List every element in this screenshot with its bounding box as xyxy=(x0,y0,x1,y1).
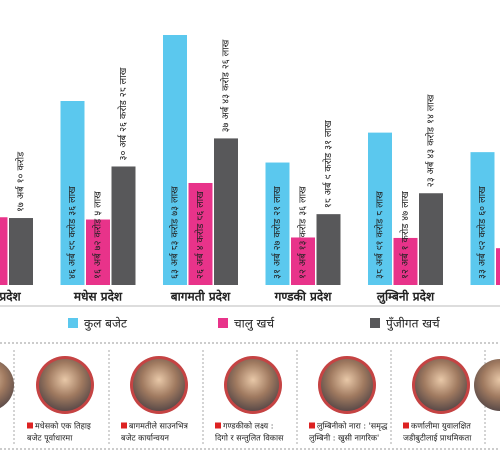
card-caption: बजेट कार्यान्वयन xyxy=(121,433,169,443)
x-tick-label: मधेस प्रदेश xyxy=(73,290,123,304)
photo xyxy=(0,361,14,409)
card-caption: गण्डकीको लक्ष्य : xyxy=(223,421,273,431)
card-caption: बागमतीले साउनभित्र xyxy=(129,421,189,431)
bar xyxy=(316,214,341,285)
legend-swatch xyxy=(68,318,78,328)
legend-swatch xyxy=(370,318,380,328)
bar xyxy=(9,218,33,285)
bar xyxy=(111,166,136,285)
bar xyxy=(188,182,213,285)
photo xyxy=(321,359,373,411)
x-tick-label: प्रदेश xyxy=(0,290,22,304)
card-caption: जडीबुटीलाई प्राथमिकता xyxy=(403,433,472,444)
card-caption: मधेसको एक तिहाइ xyxy=(35,421,92,431)
value-label: ३८ अर्ब ९१ करोड ८ लाख xyxy=(374,191,386,279)
card-caption: लुम्बिनीको नारा : 'समृद्ध xyxy=(317,421,388,432)
photo xyxy=(227,359,279,411)
value-label: ३७ अर्ब ४३ करोड २६ लाख xyxy=(220,39,232,132)
photo xyxy=(133,359,185,411)
bar xyxy=(265,162,290,285)
legend-label: चालु खर्च xyxy=(234,317,275,332)
value-label: ३३ अर्ब ९२ करोड ६० लाख xyxy=(476,186,488,279)
photo xyxy=(415,359,467,411)
legend-swatch xyxy=(218,318,228,328)
card-caption: लुम्बिनी : खुसी नागरिक' xyxy=(309,433,379,444)
bullet xyxy=(215,422,221,429)
legend-label: कुल बजेट xyxy=(84,317,128,332)
bullet xyxy=(309,422,315,429)
bar xyxy=(393,237,418,285)
x-tick-label: गण्डकी प्रदेश xyxy=(274,290,333,304)
value-label: १२ अर्ब १३ करोड ३६ लाख xyxy=(297,186,309,279)
value-label: १६ अर्ब ७२ करोड ५ लाख xyxy=(92,191,104,279)
photo xyxy=(39,359,91,411)
bar xyxy=(470,152,495,285)
x-tick-label: बागमती प्रदेश xyxy=(170,290,231,304)
value-label: ४६ अर्ब ९८ करोड ३६ लाख xyxy=(66,186,78,279)
bullet xyxy=(27,422,33,429)
bar xyxy=(214,138,238,285)
bar xyxy=(368,132,392,285)
photo xyxy=(474,359,500,411)
card-caption: दिगो र सन्तुलित विकास xyxy=(215,433,284,444)
card-caption: कर्णालीमा युवालक्षित xyxy=(411,421,471,432)
value-label: ६३ अर्ब ८३ करोड ७३ लाख xyxy=(169,186,181,279)
bullet xyxy=(121,422,127,429)
bar xyxy=(0,217,8,285)
legend-label: पुँजीगत खर्च xyxy=(386,317,441,332)
value-label: २३ अर्ब ४३ करोड १४ लाख xyxy=(425,94,437,187)
value-label: ३० अर्ब २६ करोड २८ लाख xyxy=(117,67,129,160)
bar xyxy=(60,101,85,285)
x-tick-label: लुम्बिनी प्रदेश xyxy=(376,290,435,305)
bar xyxy=(496,248,500,285)
bar xyxy=(163,35,187,285)
value-label: १७ अर्ब १० करोड xyxy=(15,151,27,212)
value-label: १८ अर्ब ९ करोड ३१ लाख xyxy=(322,120,334,208)
value-label: ३१ अर्ब २७ करोड २१ लाख xyxy=(271,186,283,279)
bar xyxy=(419,193,443,285)
bar xyxy=(86,219,110,285)
bar xyxy=(291,237,315,285)
value-label: २६ अर्ब ४ करोड ८६ लाख xyxy=(194,191,206,279)
card-caption: बजेट पूर्वाधारमा xyxy=(27,433,73,444)
bullet xyxy=(403,422,409,429)
value-label: १२ अर्ब १ करोड ४७ लाख xyxy=(399,191,411,279)
